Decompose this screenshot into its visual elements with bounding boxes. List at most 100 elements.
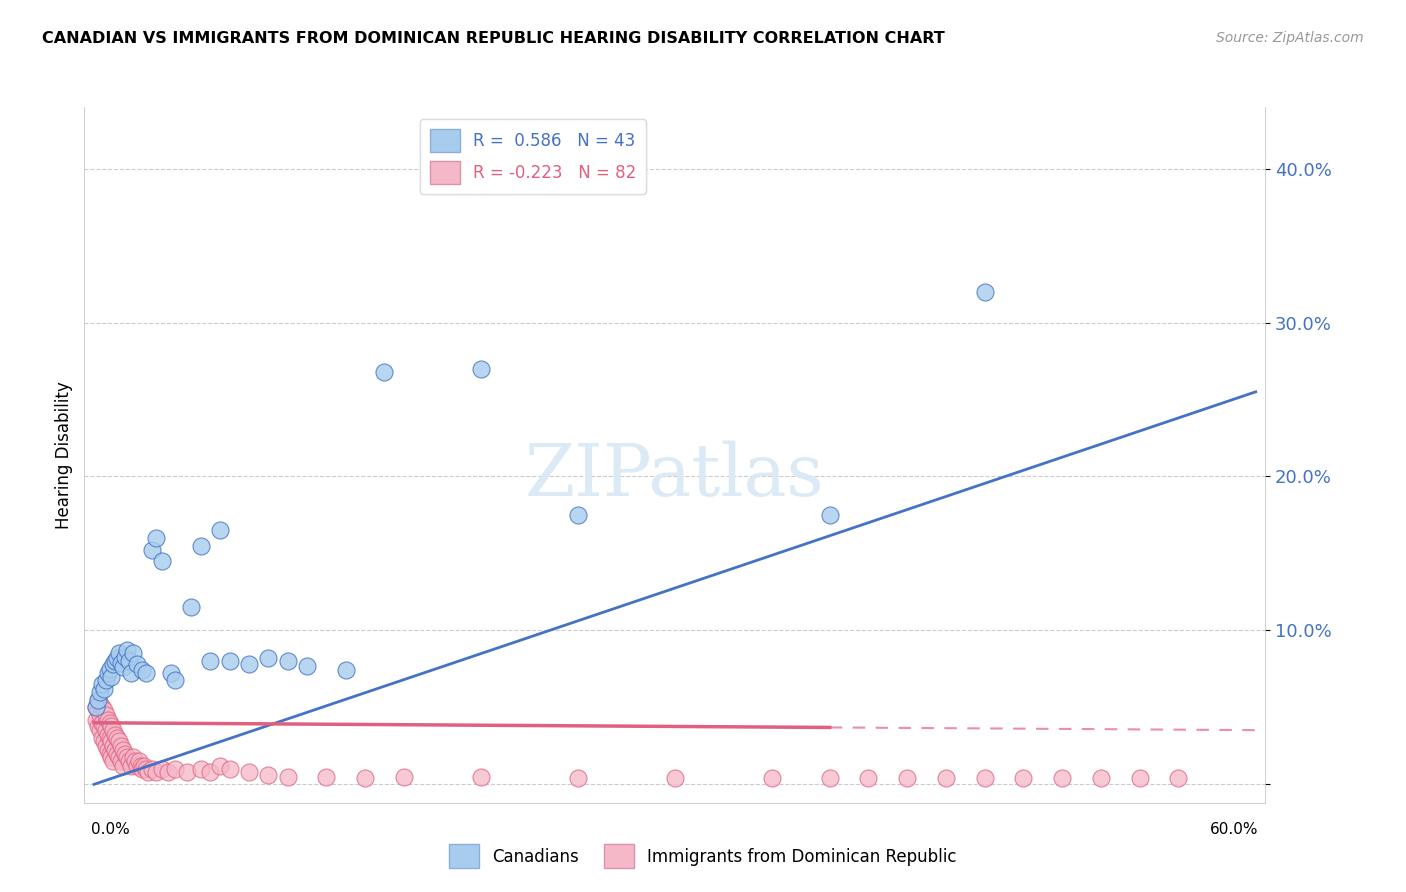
- Text: 60.0%: 60.0%: [1211, 822, 1258, 837]
- Point: [87, 703, 110, 717]
- Point: [200, 654, 222, 668]
- Point: [156, 764, 179, 779]
- Point: [87, 692, 110, 706]
- Point: [238, 657, 260, 672]
- Point: [104, 728, 127, 742]
- Point: [238, 764, 260, 779]
- Point: [1128, 771, 1150, 785]
- Point: [200, 764, 222, 779]
- Point: [973, 285, 995, 299]
- Point: [664, 771, 686, 785]
- Point: [100, 719, 122, 733]
- Point: [118, 754, 141, 768]
- Point: [470, 361, 492, 376]
- Point: [115, 749, 138, 764]
- Point: [136, 764, 159, 779]
- Point: [104, 654, 127, 668]
- Point: [208, 524, 231, 538]
- Point: [105, 731, 128, 746]
- Point: [121, 647, 143, 661]
- Point: [104, 743, 127, 757]
- Point: [128, 754, 150, 768]
- Point: [131, 664, 153, 678]
- Point: [98, 747, 121, 761]
- Point: [818, 508, 841, 522]
- Point: [94, 723, 117, 738]
- Point: [141, 543, 163, 558]
- Point: [108, 647, 131, 661]
- Point: [218, 762, 240, 776]
- Point: [84, 700, 107, 714]
- Point: [257, 651, 280, 665]
- Point: [761, 771, 783, 785]
- Point: [1167, 771, 1189, 785]
- Point: [114, 649, 136, 664]
- Point: [973, 771, 995, 785]
- Point: [373, 365, 395, 379]
- Point: [89, 708, 111, 723]
- Point: [108, 734, 131, 748]
- Point: [105, 651, 128, 665]
- Point: [97, 743, 120, 757]
- Point: [90, 700, 112, 714]
- Point: [112, 743, 135, 757]
- Point: [160, 666, 183, 681]
- Point: [134, 759, 156, 773]
- Point: [354, 771, 377, 785]
- Point: [145, 531, 167, 545]
- Point: [89, 723, 111, 738]
- Text: ZIPatlas: ZIPatlas: [524, 441, 825, 511]
- Point: [896, 771, 918, 785]
- Point: [100, 734, 122, 748]
- Point: [103, 739, 125, 753]
- Point: [94, 708, 117, 723]
- Point: [84, 713, 107, 727]
- Point: [93, 681, 115, 696]
- Point: [218, 654, 240, 668]
- Point: [567, 508, 589, 522]
- Point: [97, 666, 120, 681]
- Point: [87, 692, 110, 706]
- Point: [1012, 771, 1035, 785]
- Point: [567, 771, 589, 785]
- Point: [97, 713, 120, 727]
- Point: [98, 662, 121, 676]
- Point: [94, 739, 117, 753]
- Point: [125, 657, 148, 672]
- Point: [120, 759, 142, 773]
- Point: [90, 731, 112, 746]
- Point: [180, 600, 202, 615]
- Point: [150, 554, 173, 568]
- Point: [112, 759, 135, 773]
- Point: [315, 770, 337, 784]
- Point: [131, 762, 153, 776]
- Point: [108, 749, 131, 764]
- Point: [190, 762, 212, 776]
- Point: [98, 731, 121, 746]
- Point: [89, 698, 111, 712]
- Point: [257, 768, 280, 782]
- Point: [97, 728, 120, 742]
- Point: [118, 654, 141, 668]
- Point: [141, 762, 163, 776]
- Point: [93, 703, 115, 717]
- Point: [392, 770, 415, 784]
- Point: [145, 764, 167, 779]
- Point: [103, 754, 125, 768]
- Point: [1090, 771, 1112, 785]
- Point: [84, 700, 107, 714]
- Point: [98, 715, 121, 730]
- Point: [135, 762, 157, 776]
- Point: [93, 734, 115, 748]
- Point: [150, 762, 173, 776]
- Legend: R =  0.586   N = 43, R = -0.223   N = 82: R = 0.586 N = 43, R = -0.223 N = 82: [420, 119, 647, 194]
- Point: [190, 539, 212, 553]
- Point: [103, 723, 125, 738]
- Text: CANADIAN VS IMMIGRANTS FROM DOMINICAN REPUBLIC HEARING DISABILITY CORRELATION CH: CANADIAN VS IMMIGRANTS FROM DOMINICAN RE…: [42, 31, 945, 46]
- Point: [277, 654, 299, 668]
- Point: [94, 673, 117, 687]
- Point: [120, 666, 142, 681]
- Point: [100, 749, 122, 764]
- Point: [818, 771, 841, 785]
- Point: [858, 771, 880, 785]
